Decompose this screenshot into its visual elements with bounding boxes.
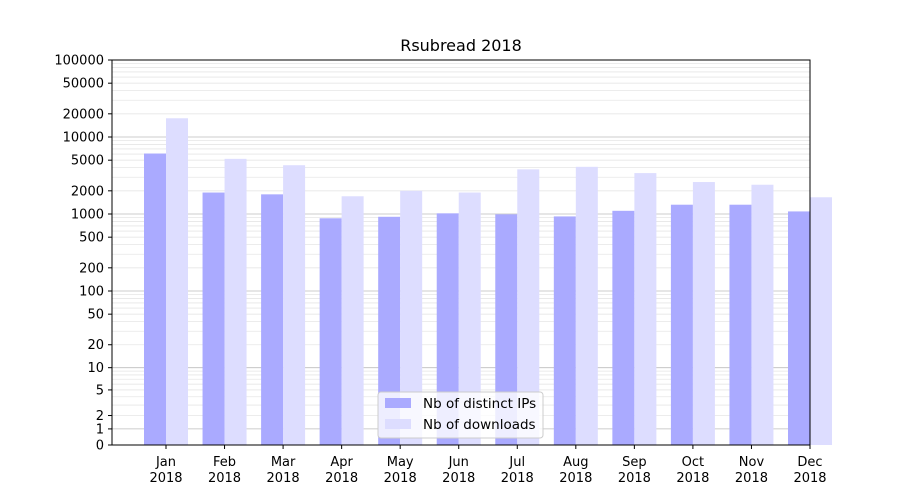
- y-tick-label: 50: [87, 308, 104, 323]
- bar-downloads-may: [400, 190, 423, 445]
- bar-downloads-oct: [692, 182, 715, 445]
- y-tick-label: 10000: [63, 131, 104, 146]
- x-tick-label-month: Mar: [271, 455, 296, 470]
- x-tick-label-year: 2018: [618, 471, 651, 486]
- chart-title: Rsubread 2018: [400, 36, 522, 55]
- legend-label-distinct-ips: Nb of distinct IPs: [423, 396, 536, 412]
- x-tick-label-year: 2018: [676, 471, 709, 486]
- y-tick-label: 100000: [54, 54, 104, 69]
- bar-downloads-apr: [341, 196, 364, 445]
- x-tick-label-year: 2018: [442, 471, 475, 486]
- x-tick-label-month: Nov: [739, 455, 765, 470]
- x-tick-label-month: Sep: [622, 455, 647, 470]
- y-tick-label: 0: [96, 439, 104, 454]
- bars: [144, 118, 832, 446]
- bar-distinct-ips-mar: [261, 194, 284, 445]
- bar-downloads-dec: [810, 197, 832, 445]
- bar-downloads-mar: [283, 165, 306, 445]
- x-tick-label-year: 2018: [559, 471, 592, 486]
- x-tick-label-year: 2018: [325, 471, 358, 486]
- y-tick-label: 5: [96, 383, 104, 398]
- y-tick-label: 100: [79, 284, 104, 299]
- bar-downloads-nov: [751, 184, 774, 445]
- x-tick-label-month: Jan: [155, 455, 176, 470]
- x-tick-label-month: May: [387, 455, 414, 470]
- y-tick-label: 1: [96, 422, 104, 437]
- x-tick-label-year: 2018: [208, 471, 241, 486]
- x-tick-label-year: 2018: [267, 471, 300, 486]
- y-tick-label: 20: [87, 338, 104, 353]
- x-tick-label-month: Aug: [563, 455, 588, 470]
- y-axis: 0 12 5 10 20 50 100 200 500 1000 2000 5000 10000 2000…: [54, 54, 112, 454]
- bar-distinct-ips-sep: [612, 210, 635, 445]
- y-tick-label: 200: [79, 261, 104, 276]
- x-tick-label-month: Apr: [330, 455, 353, 470]
- x-axis: Jan2018Feb2018Mar2018Apr2018May2018Jun20…: [149, 445, 827, 486]
- y-tick-label: 2: [96, 409, 104, 424]
- legend: Nb of distinct IPs Nb of downloads: [377, 391, 544, 439]
- x-tick-label-year: 2018: [501, 471, 534, 486]
- legend-box: [377, 391, 544, 439]
- x-tick-label-month: Feb: [213, 455, 236, 470]
- y-tick-label: 5000: [71, 154, 104, 169]
- x-tick-label-month: Jun: [448, 455, 469, 470]
- legend-swatch-distinct-ips: [385, 398, 411, 408]
- bar-downloads-jul: [517, 169, 540, 445]
- bar-downloads-aug: [575, 166, 598, 445]
- legend-label-downloads: Nb of downloads: [423, 417, 536, 433]
- x-tick-label-month: Oct: [682, 455, 704, 470]
- bar-downloads-sep: [634, 173, 657, 446]
- x-tick-label-year: 2018: [793, 471, 826, 486]
- x-tick-label-month: Dec: [797, 455, 822, 470]
- x-tick-label-year: 2018: [384, 471, 417, 486]
- bar-downloads-feb: [224, 158, 247, 445]
- y-tick-label: 20000: [63, 107, 104, 122]
- bar-distinct-ips-jun: [436, 213, 459, 445]
- bar-distinct-ips-may: [378, 216, 401, 445]
- y-tick-label: 50000: [63, 77, 104, 92]
- y-tick-label: 1000: [71, 207, 104, 222]
- bar-downloads-jun: [458, 192, 481, 445]
- y-tick-label: 2000: [71, 184, 104, 199]
- x-tick-label-year: 2018: [149, 471, 182, 486]
- bar-distinct-ips-jan: [144, 153, 166, 445]
- x-tick-label-month: Jul: [508, 455, 525, 470]
- bar-distinct-ips-nov: [729, 204, 752, 445]
- bar-downloads-jan: [166, 118, 188, 445]
- bar-distinct-ips-aug: [553, 216, 576, 445]
- bar-distinct-ips-apr: [319, 218, 342, 445]
- bar-distinct-ips-oct: [670, 204, 693, 445]
- bar-distinct-ips-feb: [202, 192, 225, 445]
- bar-distinct-ips-jul: [495, 214, 518, 445]
- plot-frame: [111, 59, 811, 446]
- y-tick-label: 500: [79, 231, 104, 246]
- x-tick-label-year: 2018: [735, 471, 768, 486]
- legend-swatch-downloads: [385, 419, 411, 429]
- y-tick-label: 10: [87, 361, 104, 376]
- bar-distinct-ips-dec: [788, 211, 810, 445]
